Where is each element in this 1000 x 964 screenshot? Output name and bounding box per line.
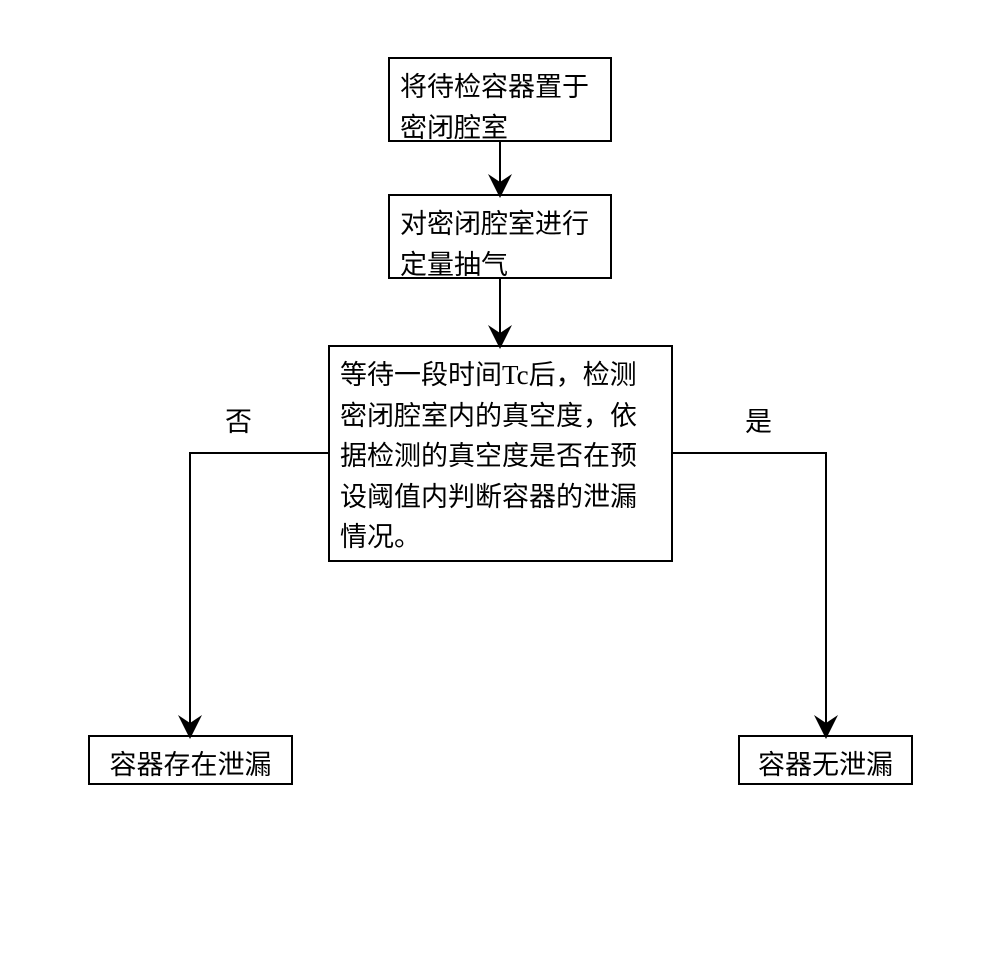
edge-label-no: 否: [225, 400, 252, 439]
flow-node-result-noleak: 容器无泄漏: [738, 735, 913, 785]
flow-node-text: 对密闭腔室进行定量抽气: [400, 209, 589, 280]
flow-node-decision: 等待一段时间Tc后，检测密闭腔室内的真空度，依据检测的真空度是否在预设阈值内判断…: [328, 345, 673, 562]
label-text: 是: [745, 407, 772, 437]
flow-node-text: 将待检容器置于密闭腔室: [400, 72, 589, 143]
flow-node-text: 容器无泄漏: [758, 750, 893, 780]
flow-node-text: 等待一段时间Tc后，检测密闭腔室内的真空度，依据检测的真空度是否在预设阈值内判断…: [340, 360, 637, 552]
edge-n3-n4: [190, 453, 328, 735]
flow-node-result-leak: 容器存在泄漏: [88, 735, 293, 785]
flow-node-step2: 对密闭腔室进行定量抽气: [388, 194, 612, 279]
flow-node-text: 容器存在泄漏: [110, 750, 272, 780]
label-text: 否: [225, 407, 252, 437]
edge-n3-n5: [673, 453, 826, 735]
flow-node-step1: 将待检容器置于密闭腔室: [388, 57, 612, 142]
edge-label-yes: 是: [745, 400, 772, 439]
